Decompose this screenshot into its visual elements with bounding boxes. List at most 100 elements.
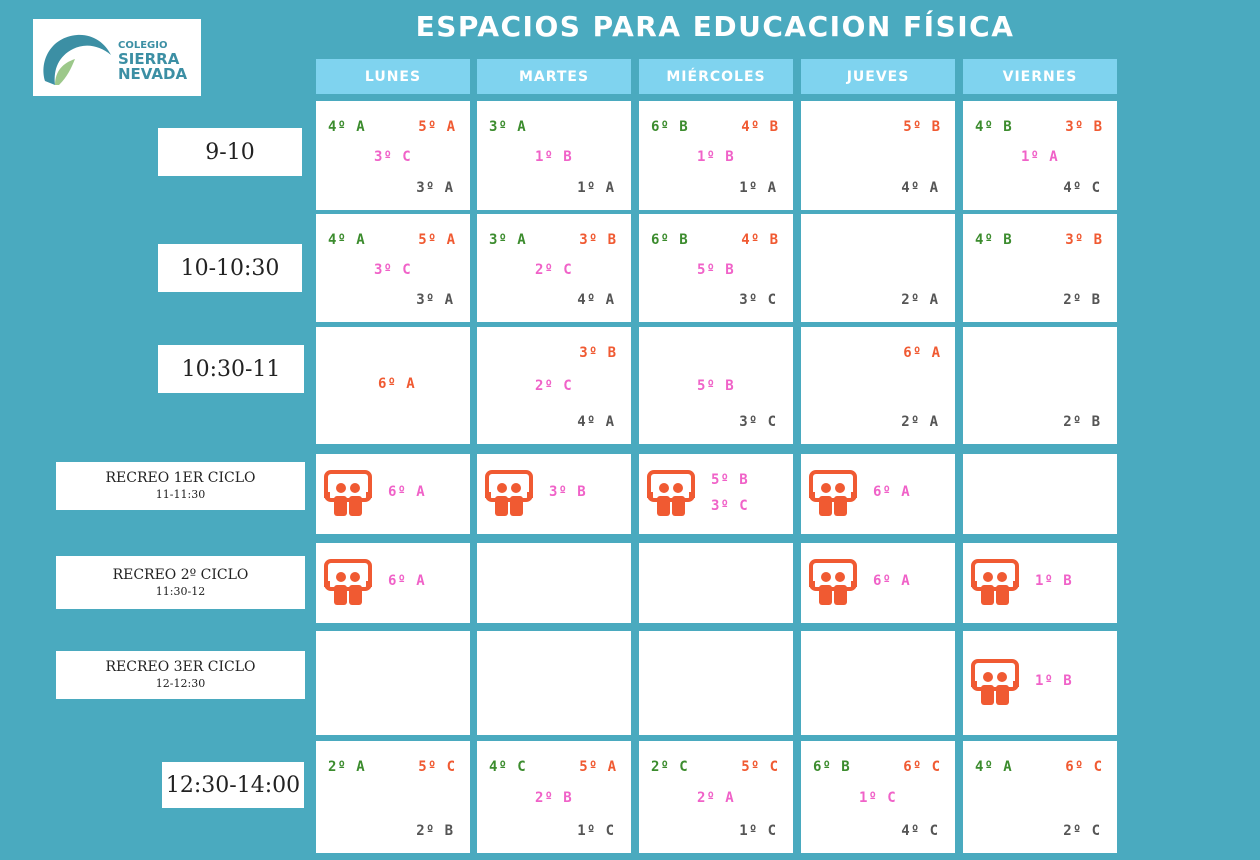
schedule-cell-r2-c4: 2º B (963, 327, 1117, 444)
recreo-title: RECREO 1ER CICLO (105, 470, 256, 486)
group-label-pink: 6º A (388, 573, 426, 589)
group-label-gray: 4º A (901, 180, 939, 196)
schedule-cell-r4-c2 (639, 543, 793, 623)
group-label-green: 6º B (813, 759, 851, 775)
playground-kids-icon (969, 659, 1021, 707)
playground-kids-icon (807, 559, 859, 607)
schedule-cell-r0-c2: 6º B 4º B 1º B 1º A (639, 101, 793, 210)
group-label-red: 3º B (579, 345, 617, 361)
group-label-pink: 2º A (697, 790, 735, 806)
schedule-cell-r5-c0 (316, 631, 470, 735)
group-label-pink: 1º C (859, 790, 897, 806)
group-label-red: 5º A (579, 759, 617, 775)
day-header-4: VIERNES (963, 59, 1117, 94)
group-label-pink: 3º C (711, 498, 749, 514)
recreo-time: 11:30-12 (155, 584, 206, 598)
group-label-pink: 1º A (1021, 149, 1059, 165)
group-label-red: 5º B (903, 119, 941, 135)
group-label-red: 5º C (741, 759, 779, 775)
group-label-pink: 1º B (535, 149, 573, 165)
playground-kids-icon (645, 470, 697, 518)
group-label-pink: 3º C (374, 262, 412, 278)
schedule-cell-r1-c3: 2º A (801, 214, 955, 322)
schedule-cell-r6-c1: 4º C 5º A 2º B 1º C (477, 741, 631, 853)
group-label-pink: 2º C (535, 378, 573, 394)
playground-kids-icon (322, 470, 374, 518)
group-label-green: 4º B (975, 119, 1013, 135)
recreo-title: RECREO 2º CICLO (112, 566, 249, 583)
group-label-gray: 2º A (901, 292, 939, 308)
schedule-cell-r5-c3 (801, 631, 955, 735)
group-label-green: 3º A (489, 119, 527, 135)
group-label-pink: 6º A (873, 573, 911, 589)
group-label-pink: 2º C (535, 262, 573, 278)
schedule-cell-r2-c1: 3º B 2º C 4º A (477, 327, 631, 444)
group-label-gray: 1º C (739, 823, 777, 839)
schedule-cell-r1-c1: 3º A 3º B 2º C 4º A (477, 214, 631, 322)
group-label-red: 6º C (903, 759, 941, 775)
recreo-label-3: RECREO 1ER CICLO 11-11:30 (56, 462, 305, 510)
group-label-gray: 2º B (416, 823, 454, 839)
group-label-red: 3º B (1065, 232, 1103, 248)
group-label-green: 4º B (975, 232, 1013, 248)
group-label-gray: 2º A (901, 414, 939, 430)
time-slot-6: 12:30-14:00 (162, 762, 304, 808)
group-label-gray: 3º C (739, 414, 777, 430)
group-label-pink: 5º B (697, 378, 735, 394)
schedule-cell-r5-c2 (639, 631, 793, 735)
logo-line-3: NEVADA (118, 65, 188, 83)
logo-line-1: COLEGIO (118, 40, 168, 51)
group-label-red: 5º C (418, 759, 456, 775)
group-label-green: 2º A (328, 759, 366, 775)
group-label-pink: 1º B (1035, 573, 1073, 589)
schedule-cell-r4-c1 (477, 543, 631, 623)
schedule-cell-r4-c3: 6º A (801, 543, 955, 623)
group-label-green: 4º A (328, 119, 366, 135)
playground-kids-icon (969, 559, 1021, 607)
schedule-cell-r3-c1: 3º B (477, 454, 631, 534)
group-label-gray: 3º A (416, 292, 454, 308)
day-header-1: MARTES (477, 59, 631, 94)
page-title: ESPACIOS PARA EDUCACION FÍSICA (415, 10, 1015, 43)
playground-kids-icon (483, 470, 535, 518)
group-label-gray: 3º C (739, 292, 777, 308)
group-label-gray: 2º B (1063, 414, 1101, 430)
group-label-gray: 4º A (577, 414, 615, 430)
schedule-cell-r1-c4: 4º B 3º B 2º B (963, 214, 1117, 322)
group-label-green: 4º C (489, 759, 527, 775)
group-label-pink: 6º A (388, 484, 426, 500)
logo-line-2: SIERRA (118, 50, 180, 68)
group-label-pink: 3º C (374, 149, 412, 165)
day-header-0: LUNES (316, 59, 470, 94)
group-label-gray: 2º C (1063, 823, 1101, 839)
schedule-cell-r5-c4: 1º B (963, 631, 1117, 735)
group-label-pink: 3º B (549, 484, 587, 500)
time-slot-2: 10:30-11 (158, 345, 304, 393)
schedule-cell-r6-c0: 2º A 5º C 2º B (316, 741, 470, 853)
schedule-cell-r0-c4: 4º B 3º B 1º A 4º C (963, 101, 1117, 210)
group-label-gray: 1º A (577, 180, 615, 196)
group-label-red: 6º A (903, 345, 941, 361)
group-label-gray: 3º A (416, 180, 454, 196)
time-slot-0: 9-10 (158, 128, 302, 176)
recreo-time: 11-11:30 (155, 488, 206, 501)
group-label-gray: 1º C (577, 823, 615, 839)
schedule-cell-r0-c0: 4º A 5º A 3º C 3º A (316, 101, 470, 210)
group-label-green: 6º B (651, 119, 689, 135)
group-label-red: 6º C (1065, 759, 1103, 775)
group-label-pink: 5º B (711, 472, 749, 488)
schedule-cell-r5-c1 (477, 631, 631, 735)
group-label-red: 5º A (418, 119, 456, 135)
schedule-cell-r3-c3: 6º A (801, 454, 955, 534)
group-label-pink: 1º B (697, 149, 735, 165)
schedule-cell-r2-c0: 6º A (316, 327, 470, 444)
schedule-cell-r6-c3: 6º B 6º C 1º C 4º C (801, 741, 955, 853)
group-label-gray: 4º C (1063, 180, 1101, 196)
playground-kids-icon (322, 559, 374, 607)
recreo-time: 12-12:30 (155, 677, 206, 690)
schedule-cell-r1-c2: 6º B 4º B 5º B 3º C (639, 214, 793, 322)
schedule-cell-r4-c0: 6º A (316, 543, 470, 623)
group-label-gray: 4º C (901, 823, 939, 839)
day-header-3: JUEVES (801, 59, 955, 94)
schedule-cell-r2-c2: 5º B 3º C (639, 327, 793, 444)
